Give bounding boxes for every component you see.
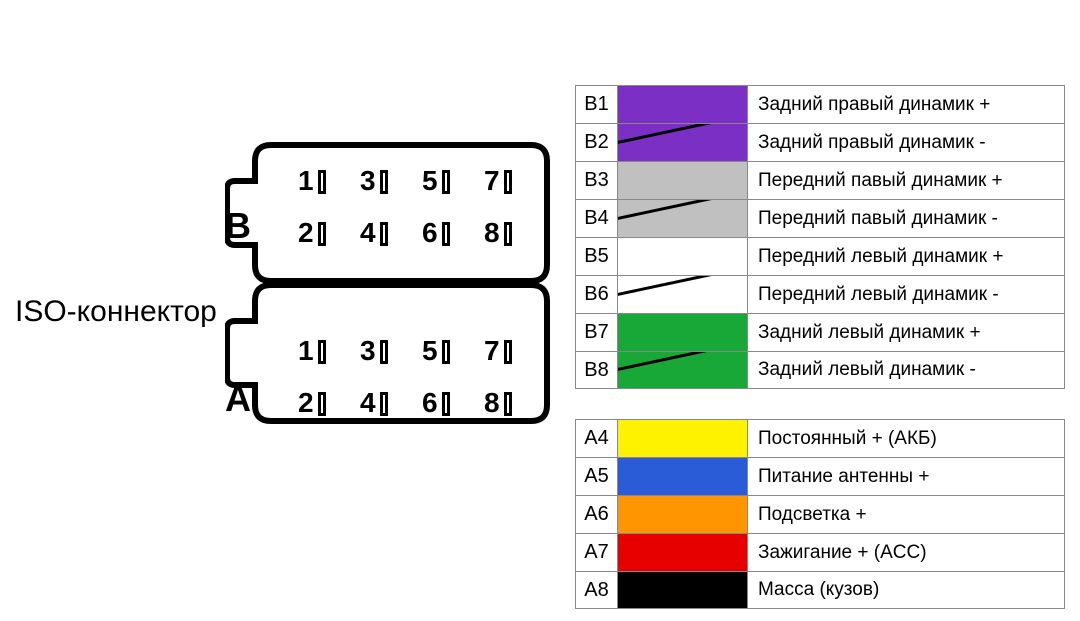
legend-description: Подсветка + [748,496,1064,533]
legend-pin-label: B1 [576,86,618,123]
legend-color-swatch [618,572,748,608]
legend-pin-label: A6 [576,496,618,533]
legend-row: B8 Задний левый динамик - [575,351,1065,389]
legend-color-swatch [618,86,748,123]
pin-slot-a1 [318,340,326,364]
legend-description: Питание антенны + [748,458,1064,495]
pin-slot-b5 [442,170,450,194]
legend-pin-label: A4 [576,420,618,457]
legend-color-swatch [618,496,748,533]
legend-row: A8 Масса (кузов) [575,571,1065,609]
legend-description: Передний левый динамик + [748,238,1064,275]
legend-row: A6 Подсветка + [575,495,1065,533]
legend-row: B2 Задний правый динамик - [575,123,1065,161]
legend-row: A4 Постоянный + (АКБ) [575,419,1065,457]
legend-row: B6 Передний левый динамик - [575,275,1065,313]
pin-a7: 7 [484,335,500,367]
pin-b2: 2 [298,217,314,249]
legend-color-swatch [618,200,748,237]
legend-description: Постоянный + (АКБ) [748,420,1064,457]
pin-slot-a6 [442,392,450,416]
legend-pin-label: A5 [576,458,618,495]
pin-a5: 5 [422,335,438,367]
pin-a6: 6 [422,387,438,419]
legend-description: Передний левый динамик - [748,276,1064,313]
legend-description: Передний павый динамик + [748,162,1064,199]
legend-description: Масса (кузов) [748,572,1064,608]
pin-a8: 8 [484,387,500,419]
legend-row: B7 Задний левый динамик + [575,313,1065,351]
legend-description: Задний правый динамик + [748,86,1064,123]
legend-color-swatch [618,124,748,161]
legend-pin-label: B8 [576,352,618,388]
pin-slot-b3 [380,170,388,194]
legend-description: Задний левый динамик - [748,352,1064,388]
pin-slot-b7 [504,170,512,194]
legend-description: Передний павый динамик - [748,200,1064,237]
pin-slot-b1 [318,170,326,194]
pin-slot-b8 [504,222,512,246]
pin-slot-a5 [442,340,450,364]
pin-a1: 1 [298,335,314,367]
iso-connector-label: ISO-коннектор [15,295,217,329]
legend-pin-label: B2 [576,124,618,161]
legend-color-swatch [618,458,748,495]
legend-row: B4 Передний павый динамик - [575,199,1065,237]
legend-color-swatch [618,276,748,313]
pin-slot-b4 [380,222,388,246]
legend-section: B1 Задний правый динамик + B2 Задний правый… [575,85,1065,609]
legend-color-swatch [618,238,748,275]
legend-description: Зажигание + (ACC) [748,534,1064,571]
pin-slot-a2 [318,392,326,416]
legend-row: B1 Задний правый динамик + [575,85,1065,123]
legend-a-group: A4Постоянный + (АКБ)A5Питание антенны +A… [575,419,1065,609]
pin-slot-a4 [380,392,388,416]
legend-color-swatch [618,314,748,351]
legend-pin-label: B7 [576,314,618,351]
legend-pin-label: B4 [576,200,618,237]
connector-section: ISO-коннектор B A 1 2 3 4 5 6 7 8 1 2 3 [0,0,560,621]
legend-pin-label: B3 [576,162,618,199]
connector-diagram [225,115,555,475]
legend-color-swatch [618,352,748,388]
pin-slot-b2 [318,222,326,246]
pin-a3: 3 [360,335,376,367]
legend-description: Задний правый динамик - [748,124,1064,161]
legend-color-swatch [618,534,748,571]
legend-b-group: B1 Задний правый динамик + B2 Задний правый… [575,85,1065,389]
legend-pin-label: A7 [576,534,618,571]
legend-row: B3 Передний павый динамик + [575,161,1065,199]
pin-b4: 4 [360,217,376,249]
pin-b1: 1 [298,165,314,197]
legend-row: A7 Зажигание + (ACC) [575,533,1065,571]
pin-slot-a7 [504,340,512,364]
pin-a2: 2 [298,387,314,419]
legend-color-swatch [618,162,748,199]
pin-slot-a8 [504,392,512,416]
legend-description: Задний левый динамик + [748,314,1064,351]
pin-b5: 5 [422,165,438,197]
pin-a4: 4 [360,387,376,419]
legend-color-swatch [618,420,748,457]
pin-b6: 6 [422,217,438,249]
legend-pin-label: B5 [576,238,618,275]
pin-slot-a3 [380,340,388,364]
legend-pin-label: A8 [576,572,618,608]
pin-b7: 7 [484,165,500,197]
pin-b3: 3 [360,165,376,197]
pin-slot-b6 [442,222,450,246]
legend-row: A5 Питание антенны + [575,457,1065,495]
legend-gap [575,389,1065,419]
pin-b8: 8 [484,217,500,249]
main-container: ISO-коннектор B A 1 2 3 4 5 6 7 8 1 2 3 [0,0,1080,621]
legend-row: B5 Передний левый динамик + [575,237,1065,275]
legend-pin-label: B6 [576,276,618,313]
